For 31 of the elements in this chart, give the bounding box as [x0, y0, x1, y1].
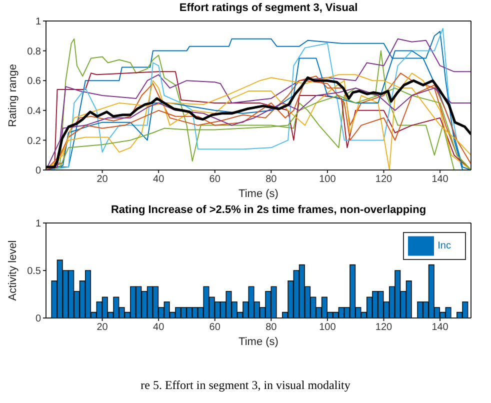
x-tick-label: 60	[209, 322, 221, 334]
chart-title: Rating Increase of >2.5% in 2s time frames, non-overlapping	[110, 204, 428, 218]
y-tick-label: 0	[35, 314, 42, 325]
x-tick-label: 80	[266, 174, 278, 186]
x-tick-label: 120	[375, 322, 393, 334]
y-tick-label: 0.4	[27, 106, 42, 117]
x-tick-label: 120	[375, 174, 393, 186]
y-tick-label: 0	[35, 166, 42, 177]
y-axis-title: Rating range	[6, 64, 19, 127]
y-tick-label: 0.8	[27, 46, 42, 58]
x-axis-title: Time (s)	[238, 188, 278, 200]
x-tick-label: 60	[209, 174, 221, 186]
x-axis-title: Time (s)	[238, 336, 278, 348]
legend-label: Inc	[438, 240, 451, 252]
y-tick-label: 0.6	[27, 76, 42, 88]
y-tick-label: 0.5	[27, 266, 42, 278]
x-tick-label: 40	[153, 174, 165, 186]
y-tick-label: 0.2	[27, 136, 42, 147]
x-tick-label: 80	[266, 322, 278, 334]
y-tick-label: 1	[35, 16, 42, 28]
y-tick-label: 1	[35, 218, 42, 230]
x-tick-label: 140	[432, 174, 449, 186]
x-tick-label: 140	[432, 322, 449, 334]
x-tick-label: 20	[96, 322, 108, 334]
y-axis-title: Activity level	[6, 240, 19, 301]
x-tick-label: 20	[96, 174, 108, 186]
chart-title: Effort ratings of segment 3, Visual	[178, 2, 359, 16]
x-tick-label: 100	[319, 174, 336, 186]
text: re 5. Effort in segment 3, in visual modality	[140, 378, 352, 393]
x-tick-label: 40	[153, 322, 165, 334]
x-tick-label: 100	[319, 322, 336, 334]
